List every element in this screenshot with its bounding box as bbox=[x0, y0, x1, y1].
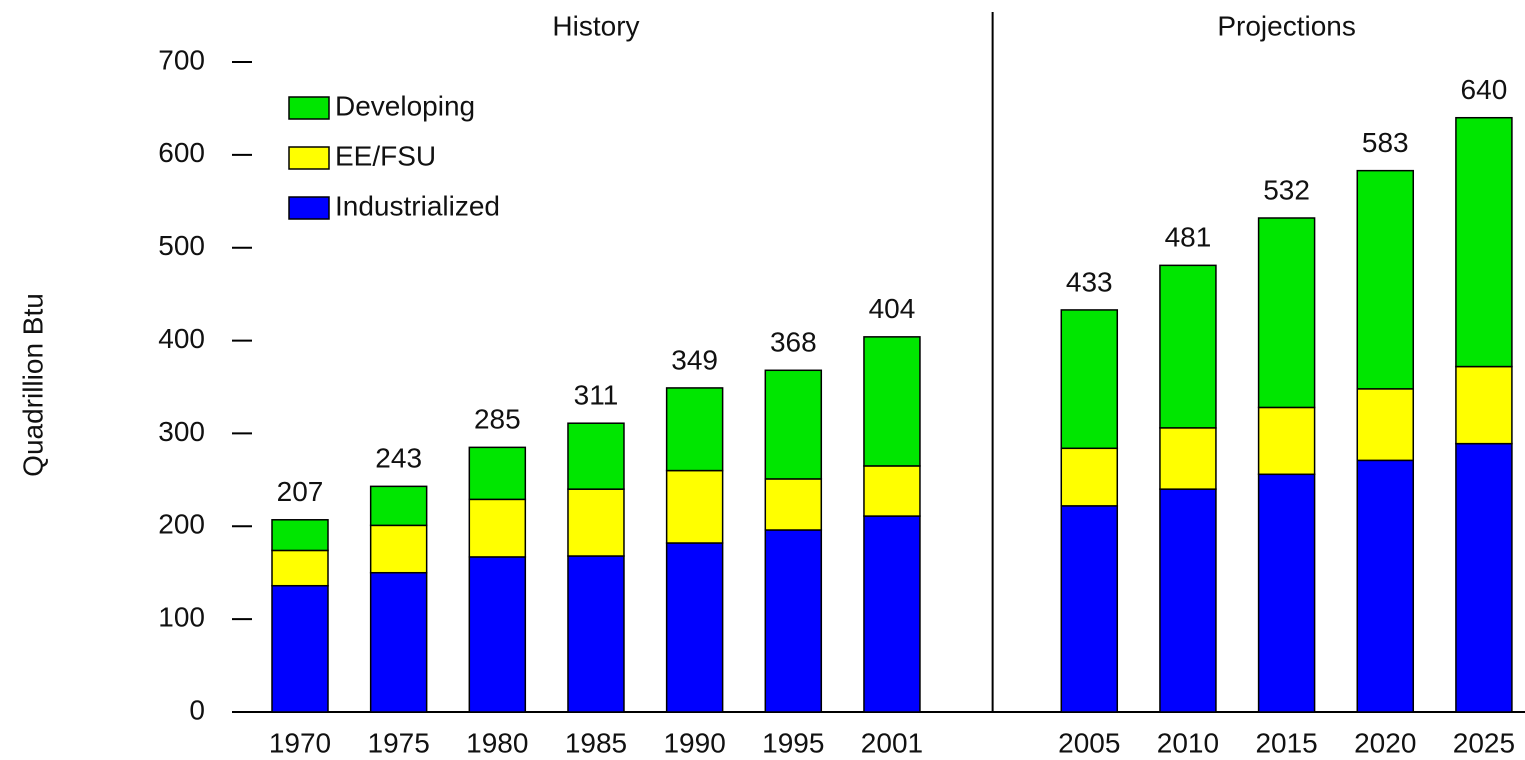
y-tick-label: 700 bbox=[158, 44, 205, 75]
total-label: 285 bbox=[474, 404, 521, 435]
bar-segment bbox=[1060, 505, 1119, 713]
bar-segment bbox=[1455, 365, 1513, 445]
bar-segment bbox=[271, 549, 329, 587]
bar-segment bbox=[567, 422, 625, 490]
legend-swatch bbox=[288, 96, 330, 120]
bar-segment bbox=[271, 584, 329, 713]
bar-segment bbox=[1257, 217, 1316, 409]
y-tick-label: 600 bbox=[158, 137, 205, 168]
y-axis-label: Quadrillion Btu bbox=[17, 293, 48, 477]
bar-segment bbox=[764, 478, 823, 531]
bar-segment bbox=[1159, 264, 1217, 429]
y-tick-label: 100 bbox=[158, 602, 205, 633]
bar-segment bbox=[863, 465, 921, 517]
bar-segment bbox=[1356, 388, 1415, 462]
total-label: 532 bbox=[1263, 174, 1310, 205]
bar-segment bbox=[665, 387, 724, 472]
bar-segment bbox=[1455, 116, 1513, 368]
bar-segment bbox=[764, 369, 823, 480]
y-tick-label: 400 bbox=[158, 323, 205, 354]
x-tick-label: 1990 bbox=[663, 727, 725, 758]
y-tick-label: 300 bbox=[158, 416, 205, 447]
bar-segment bbox=[1257, 406, 1316, 476]
bar-segment bbox=[468, 556, 527, 713]
bar-segment bbox=[271, 519, 329, 552]
total-label: 349 bbox=[671, 344, 718, 375]
bar-segment bbox=[1159, 427, 1217, 490]
total-label: 583 bbox=[1362, 127, 1409, 158]
total-label: 640 bbox=[1461, 74, 1508, 105]
bar-segment bbox=[468, 498, 527, 558]
x-tick-label: 2005 bbox=[1058, 727, 1120, 758]
legend-label: Industrialized bbox=[335, 190, 500, 221]
bar-segment bbox=[764, 529, 823, 713]
bar-segment bbox=[1356, 459, 1415, 713]
bar-segment bbox=[1159, 488, 1217, 713]
total-label: 404 bbox=[869, 293, 916, 324]
bar-segment bbox=[468, 446, 527, 501]
total-label: 207 bbox=[277, 476, 324, 507]
bar-segment bbox=[369, 571, 428, 713]
bar-segment bbox=[369, 485, 428, 527]
bar-segment bbox=[567, 555, 625, 713]
y-tick-label: 0 bbox=[189, 694, 205, 725]
total-label: 243 bbox=[375, 443, 422, 474]
bar-segment bbox=[665, 542, 724, 713]
bar-segment bbox=[665, 469, 724, 544]
y-tick-label: 200 bbox=[158, 509, 205, 540]
bar-segment bbox=[369, 524, 428, 574]
bar-segment bbox=[1455, 442, 1513, 713]
total-label: 433 bbox=[1066, 266, 1113, 297]
legend-swatch bbox=[288, 196, 330, 220]
bar-segment bbox=[863, 336, 921, 467]
x-tick-label: 1980 bbox=[466, 727, 528, 758]
x-tick-label: 2010 bbox=[1157, 727, 1219, 758]
legend-label: Developing bbox=[335, 90, 475, 121]
total-label: 311 bbox=[574, 380, 619, 411]
x-tick-label: 2025 bbox=[1453, 727, 1515, 758]
total-label: 368 bbox=[770, 327, 817, 358]
legend-label: EE/FSU bbox=[335, 140, 436, 171]
x-tick-label: 1995 bbox=[762, 727, 824, 758]
x-tick-label: 2015 bbox=[1255, 727, 1317, 758]
bar-segment bbox=[567, 488, 625, 557]
x-tick-label: 2020 bbox=[1354, 727, 1416, 758]
bar-segment bbox=[1257, 473, 1316, 713]
x-tick-label: 1975 bbox=[368, 727, 430, 758]
total-label: 481 bbox=[1165, 222, 1212, 253]
x-tick-label: 1985 bbox=[565, 727, 627, 758]
x-tick-label: 2001 bbox=[861, 727, 923, 758]
x-tick-label: 1970 bbox=[269, 727, 331, 758]
bar-segment bbox=[1356, 169, 1415, 390]
y-tick-label: 500 bbox=[158, 230, 205, 261]
section-label: Projections bbox=[1217, 10, 1356, 41]
bar-segment bbox=[1060, 309, 1119, 450]
section-label: History bbox=[552, 10, 639, 41]
bar-segment bbox=[1060, 447, 1119, 507]
bar-segment bbox=[863, 515, 921, 713]
legend-swatch bbox=[288, 146, 330, 170]
